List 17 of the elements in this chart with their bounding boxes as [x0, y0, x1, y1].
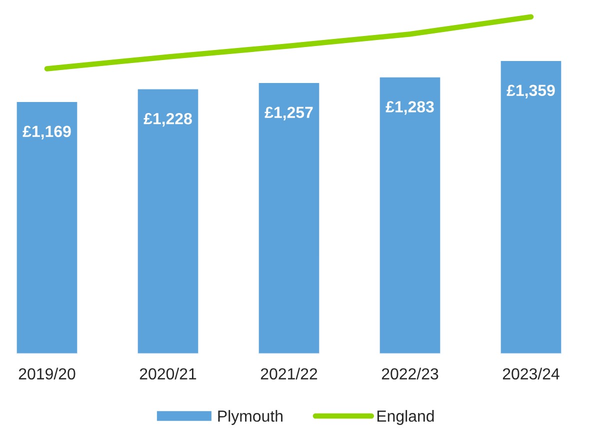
x-tick-label: 2020/21 [140, 368, 196, 380]
x-tick-label: 2022/23 [382, 368, 438, 380]
bar [257, 82, 321, 354]
x-tick-label: 2019/20 [18, 368, 76, 380]
data-label: £1,169 [22, 126, 71, 140]
legend-label: Plymouth [218, 410, 282, 425]
data-label: £1,228 [144, 113, 192, 127]
x-tick-label: 2021/22 [260, 368, 318, 380]
data-label: £1,283 [386, 101, 434, 115]
bar [136, 88, 200, 354]
bar [378, 76, 442, 354]
data-label: £1,257 [264, 106, 313, 120]
x-tick-label: 2023/24 [502, 368, 560, 380]
legend-label: England [377, 410, 434, 425]
bar [15, 100, 79, 354]
bar [499, 60, 563, 354]
data-label: £1,359 [506, 84, 555, 98]
